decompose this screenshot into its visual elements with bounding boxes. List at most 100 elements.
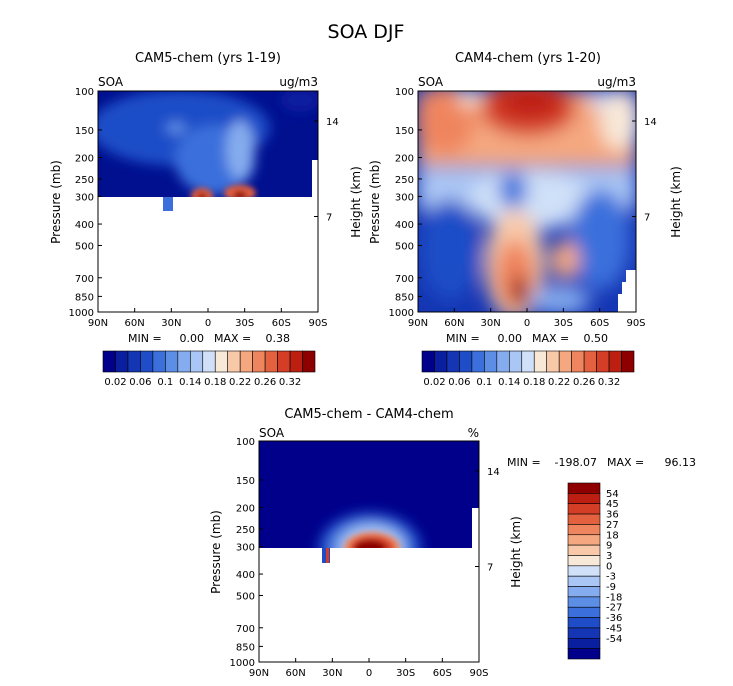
colorbar-swatch — [567, 524, 601, 536]
height-tick-label: 14 — [487, 467, 500, 478]
colorbar-swatch — [115, 350, 129, 373]
contour-band — [590, 92, 610, 108]
y-tick-label: 100 — [75, 87, 94, 98]
y-axis-label: Pressure (mb) — [49, 160, 63, 244]
y-tick-label: 150 — [236, 476, 255, 487]
contour-band — [551, 240, 579, 280]
plot-area — [259, 441, 479, 662]
colorbar-label: 0.14 — [179, 377, 201, 388]
y-axis-ticks: 100 150 200 250 300 400 500 700 850 1000 — [69, 87, 102, 319]
colorbar-swatch — [127, 350, 141, 373]
max-label: MAX = — [532, 332, 569, 345]
colorbar-swatch — [521, 350, 535, 373]
panel-left-label: SOA — [418, 75, 444, 89]
colorbar-swatch — [140, 350, 154, 373]
y-tick-label: 300 — [395, 192, 414, 203]
height-ticks: 14 7 — [475, 467, 500, 574]
colorbar-label: 0 — [606, 561, 612, 572]
colorbar-label: 3 — [606, 551, 612, 562]
colorbar-swatch — [289, 350, 303, 373]
height-ticks: 14 7 — [632, 117, 657, 224]
height-tick-label: 14 — [326, 117, 339, 128]
x-tick-label: 90S — [308, 318, 327, 329]
colorbar-label: 0.06 — [129, 377, 151, 388]
colorbar-swatch — [446, 350, 460, 373]
colorbar-swatch — [567, 565, 601, 577]
x-tick-label: 60S — [433, 668, 452, 679]
x-tick-label: 60N — [125, 318, 145, 329]
colorbar-label: -3 — [606, 572, 616, 583]
x-tick-label: 60N — [444, 318, 464, 329]
colorbar-label: 9 — [606, 541, 612, 552]
colorbar-swatch — [165, 350, 179, 373]
panel-left-label: SOA — [259, 426, 285, 440]
colorbar-label: -27 — [606, 603, 622, 614]
colorbar-swatch — [567, 482, 601, 494]
colorbar-swatch — [567, 555, 601, 567]
x-tick-label: 30N — [161, 318, 181, 329]
colorbar-label: 0.22 — [229, 377, 251, 388]
colorbar: 0.02 0.06 0.1 0.14 0.18 0.22 0.26 0.32 — [102, 350, 316, 388]
x-axis-ticks: 90N 60N 30N 0 30S 60S 90S — [88, 308, 328, 329]
y-tick-label: 1000 — [389, 308, 414, 319]
height-tick-label: 7 — [326, 213, 332, 224]
y-tick-label: 500 — [75, 241, 94, 252]
height-tick-label: 7 — [487, 563, 493, 574]
contour-band — [600, 91, 636, 150]
colorbar-swatch — [189, 350, 204, 373]
plot-area — [418, 91, 636, 312]
y-tick-label: 700 — [75, 274, 94, 285]
contour-band — [420, 200, 480, 300]
colorbar-swatch — [484, 350, 498, 373]
colorbar-label: 0.1 — [157, 377, 173, 388]
colorbar-swatch — [471, 350, 485, 373]
y-tick-label: 300 — [236, 542, 255, 553]
y-tick-label: 250 — [236, 525, 255, 536]
colorbar-swatch — [567, 617, 601, 629]
colorbar-swatch — [202, 350, 216, 373]
colorbar-label: 0.18 — [523, 377, 545, 388]
y-axis-label: Pressure (mb) — [368, 160, 382, 244]
contour-band — [418, 91, 475, 155]
y-tick-label: 100 — [236, 437, 255, 448]
max-value: 0.38 — [266, 332, 291, 345]
colorbar-label: 0.26 — [573, 377, 595, 388]
max-value: 96.13 — [665, 456, 697, 469]
contour-band — [458, 91, 482, 106]
y-tick-label: 850 — [395, 292, 414, 303]
colorbar: 0.02 0.06 0.1 0.14 0.18 0.22 0.26 0.32 — [421, 350, 635, 388]
colorbar-label: 0.14 — [498, 377, 520, 388]
colorbar-swatch — [567, 648, 601, 660]
max-value: 0.50 — [584, 332, 609, 345]
figure-title: SOA DJF — [328, 21, 405, 43]
height-ticks: 14 7 — [314, 117, 339, 224]
colorbar-swatch — [567, 513, 601, 525]
colorbar-label: 18 — [606, 530, 619, 541]
panel-difference: CAM5-chem - CAM4-chem SOA % 100 150 200 250… — [209, 407, 696, 679]
height-tick-label: 14 — [644, 117, 657, 128]
colorbar-swatch — [434, 350, 448, 373]
panel-left-label: SOA — [98, 75, 124, 89]
x-axis-ticks: 90N 60N 30N 0 30S 60S 90S — [249, 658, 489, 679]
x-tick-label: 0 — [205, 318, 211, 329]
colorbar-swatch — [571, 350, 585, 373]
colorbar-swatch — [252, 350, 266, 373]
missing-region — [259, 548, 479, 662]
colorbar-swatch — [177, 350, 191, 373]
height-tick-label: 7 — [644, 213, 650, 224]
colorbar-swatch — [567, 627, 601, 639]
missing-region — [98, 197, 318, 312]
colorbar-swatch — [567, 606, 601, 618]
colorbar-swatch — [264, 350, 278, 373]
contour-band — [166, 122, 186, 134]
min-label: MIN = — [446, 332, 480, 345]
y-tick-label: 700 — [395, 274, 414, 285]
colorbar-label: 0.32 — [598, 377, 620, 388]
y-axis-ticks: 100 150 200 250 300 400 500 700 850 1000 — [230, 437, 263, 669]
colorbar-label: 0.32 — [279, 377, 301, 388]
x-tick-label: 60N — [286, 668, 306, 679]
contour-band — [512, 274, 528, 310]
colorbar-swatch — [583, 350, 597, 373]
y-tick-label: 400 — [75, 220, 94, 231]
